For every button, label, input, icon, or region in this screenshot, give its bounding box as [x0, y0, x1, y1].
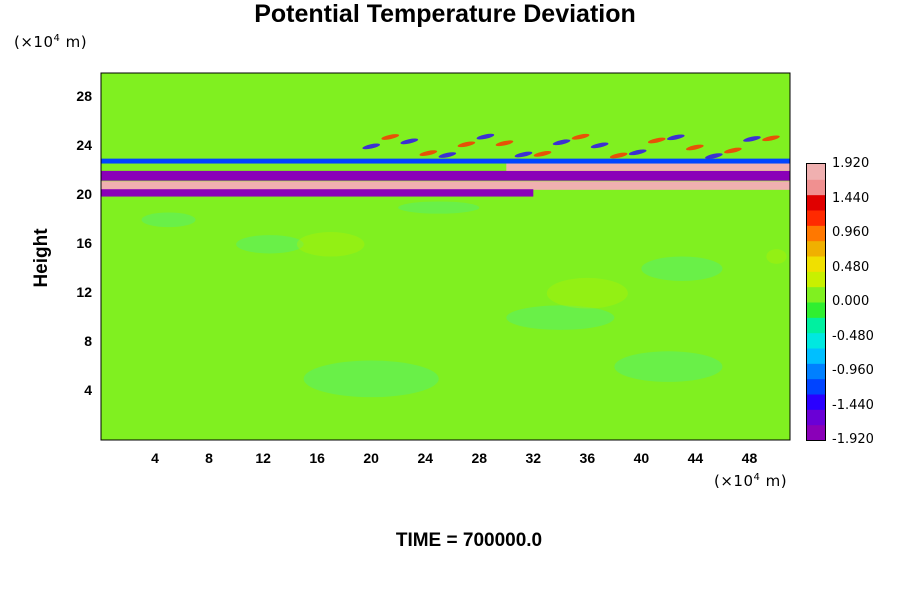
x-tick-label: 40 [633, 450, 650, 466]
colorbar-swatch [807, 348, 825, 364]
colorbar-tick-label: -0.960 [832, 363, 874, 378]
colorbar-swatch [807, 164, 825, 180]
texture-patch [303, 360, 439, 398]
chart-title: Potential Temperature Deviation [254, 0, 636, 28]
colorbar-swatch [807, 302, 825, 318]
wave-streak [381, 134, 400, 140]
colorbar [806, 163, 826, 441]
colorbar-tick-label: 0.960 [832, 225, 870, 240]
colorbar-swatch [807, 225, 825, 242]
wave-streak [762, 135, 780, 142]
texture-patch [506, 305, 615, 330]
x-tick-label: 4 [151, 450, 159, 466]
y-tick-label: 8 [84, 333, 92, 350]
wave-streak [647, 137, 666, 144]
colorbar-swatch [807, 179, 825, 196]
texture-patch [236, 235, 304, 254]
wave-streak [457, 141, 476, 148]
wave-streak [571, 133, 590, 140]
wave-streak [552, 139, 571, 146]
texture-patch [766, 249, 787, 264]
feature-band [101, 170, 790, 181]
y-tick-label: 16 [76, 235, 92, 252]
texture-patch [641, 256, 723, 281]
colorbar-swatch [807, 332, 825, 349]
x-tick-label: 24 [417, 450, 434, 466]
x-tick-label: 12 [255, 450, 271, 466]
colorbar-swatch [807, 424, 825, 441]
colorbar-swatch [807, 394, 825, 410]
wave-streak [476, 133, 495, 140]
wave-streak [495, 140, 514, 147]
texture-patch [296, 232, 365, 257]
y-tick-label: 24 [76, 137, 92, 154]
x-tick-label: 20 [363, 450, 379, 466]
texture-patch [141, 212, 196, 228]
feature-band [101, 158, 790, 164]
x-axis-unit: (×104 m) [714, 472, 788, 490]
texture-patch [398, 201, 480, 214]
y-tick-label: 20 [76, 186, 92, 203]
colorbar-swatch [807, 194, 825, 211]
x-tick-label: 36 [579, 450, 596, 466]
colorbar-swatch [807, 210, 825, 226]
feature-band [101, 189, 534, 197]
wave-streak [609, 152, 628, 159]
colorbar-swatch [807, 409, 825, 426]
colorbar-swatch [807, 240, 825, 257]
colorbar-swatch [807, 256, 825, 272]
feature-band [506, 163, 790, 171]
x-tick-label: 44 [687, 450, 704, 466]
wave-streak [419, 150, 438, 156]
colorbar-tick-label: -1.440 [832, 397, 874, 413]
y-axis-unit: (×104 m) [14, 33, 88, 51]
colorbar-tick-label: 0.000 [832, 294, 870, 309]
wave-streak [533, 151, 552, 157]
plot-frame [100, 72, 791, 441]
colorbar-swatch [807, 363, 825, 380]
x-tick-label: 8 [205, 450, 213, 466]
y-tick-label: 28 [76, 88, 92, 105]
wave-streak [705, 153, 723, 159]
colorbar-swatch [807, 317, 825, 334]
wave-streak [438, 152, 457, 158]
feature-band [101, 181, 790, 190]
x-tick-label: 28 [471, 450, 488, 466]
texture-patch [614, 351, 723, 382]
x-tick-label: 32 [525, 450, 542, 466]
wave-streak [400, 138, 419, 145]
wave-streak [628, 149, 647, 156]
wave-streak [666, 134, 685, 141]
x-tick-label: 16 [309, 450, 325, 466]
texture-patch [546, 277, 628, 309]
colorbar-tick-label: 1.920 [832, 156, 870, 171]
wave-streak [686, 144, 704, 151]
colorbar-frame [806, 163, 826, 441]
time-footer: TIME = 700000.0 [395, 530, 543, 551]
y-tick-label: 4 [84, 382, 92, 399]
heatmap-background [101, 73, 790, 440]
wave-streak [724, 147, 742, 154]
wave-streak [743, 136, 761, 142]
wave-streak [514, 151, 533, 158]
colorbar-swatch [807, 286, 825, 303]
wave-streak [590, 142, 609, 149]
colorbar-tick-label: -0.480 [832, 328, 874, 344]
colorbar-swatch [807, 271, 825, 288]
colorbar-tick-label: 1.440 [832, 190, 870, 206]
y-tick-label: 12 [76, 284, 92, 301]
colorbar-swatch [807, 378, 825, 395]
colorbar-tick-label: -1.920 [832, 432, 874, 447]
wave-streak [362, 143, 381, 150]
colorbar-tick-label: 0.480 [832, 259, 870, 275]
x-tick-label: 48 [741, 450, 758, 466]
